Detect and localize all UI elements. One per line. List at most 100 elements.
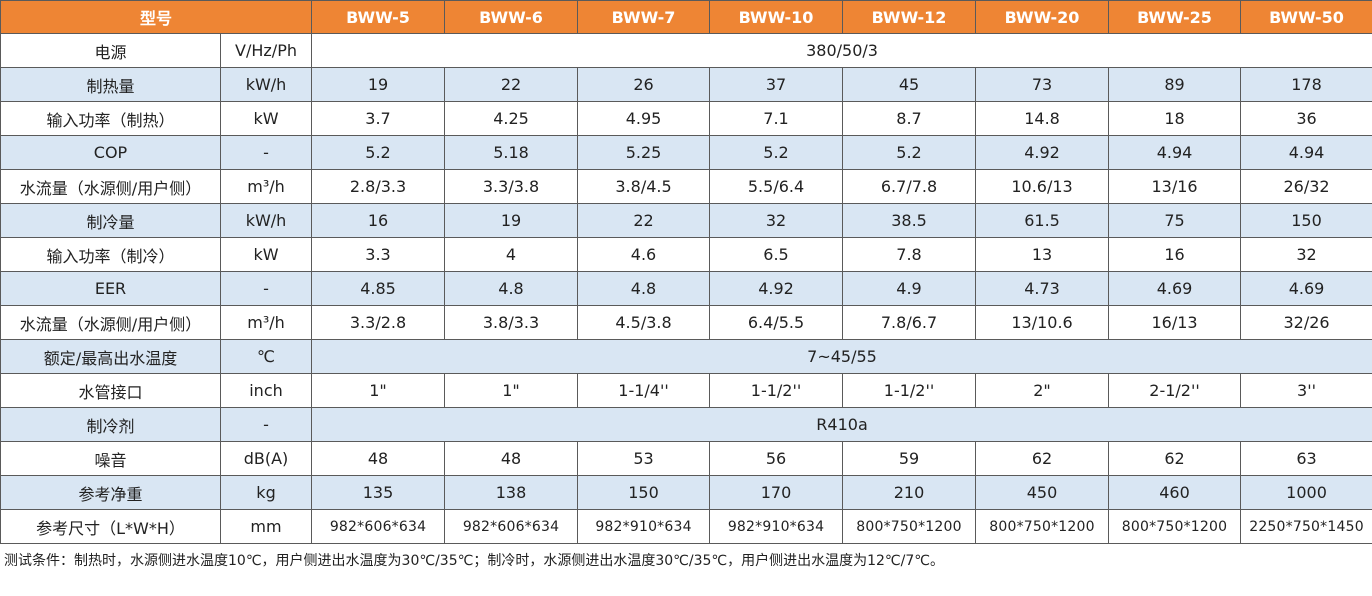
value-cell: 4.6 [577, 237, 711, 272]
row-unit: ℃ [219, 339, 313, 374]
model-header: BWW-7 [577, 0, 711, 34]
value-cell: 53 [577, 441, 711, 476]
value-cell: 2" [975, 373, 1110, 408]
value-cell: 982*606*634 [311, 509, 446, 544]
value-cell: 1-1/2'' [842, 373, 977, 408]
value-cell: 36 [1240, 101, 1372, 136]
value-cell: 4.85 [311, 271, 446, 306]
row-unit: kg [219, 475, 313, 510]
value-cell: 150 [577, 475, 711, 510]
value-cell: 26 [577, 67, 711, 102]
row-unit: kW [219, 101, 313, 136]
value-cell: 37 [709, 67, 844, 102]
value-cell: 4.69 [1108, 271, 1242, 306]
table-row: COP -5.2 5.18 5.25 5.2 5.2 4.92 4.94 4.94 [0, 135, 1372, 170]
value-cell: 3.3/2.8 [311, 305, 446, 340]
value-cell: 4.73 [975, 271, 1110, 306]
row-label: 水管接口 [0, 373, 221, 408]
value-cell: 32/26 [1240, 305, 1372, 340]
value-cell: 10.6/13 [975, 169, 1110, 204]
value-cell: 16 [1108, 237, 1242, 272]
value-cell: 61.5 [975, 203, 1110, 238]
row-unit: - [219, 407, 313, 442]
table-row: 制热量 kW/h 19 22 26 37 45 73 89 178 [0, 67, 1372, 102]
value-cell: 19 [311, 67, 446, 102]
value-cell: 32 [709, 203, 844, 238]
value-cell: 22 [444, 67, 579, 102]
value-cell: 2250*750*1450 [1240, 509, 1372, 544]
value-cell: 5.2 [311, 135, 446, 170]
value-cell: 13/16 [1108, 169, 1242, 204]
value-cell: 4.94 [1108, 135, 1242, 170]
value-cell: 4.95 [577, 101, 711, 136]
value-cell: 178 [1240, 67, 1372, 102]
row-label: 电源 [0, 33, 221, 68]
value-cell: 3.8/3.3 [444, 305, 579, 340]
value-cell: 8.7 [842, 101, 977, 136]
row-unit: m³/h [219, 169, 313, 204]
value-cell: 5.18 [444, 135, 579, 170]
value-cell: 19 [444, 203, 579, 238]
merged-value-cell: 7~45/55 [311, 339, 1372, 374]
value-cell: 800*750*1200 [1108, 509, 1242, 544]
model-header: BWW-6 [444, 0, 579, 34]
value-cell: 4.25 [444, 101, 579, 136]
value-cell: 62 [1108, 441, 1242, 476]
value-cell: 1" [444, 373, 579, 408]
value-cell: 63 [1240, 441, 1372, 476]
model-header: BWW-5 [311, 0, 446, 34]
table-row: 参考尺寸（L*W*H） mm 982*606*634 982*606*634 982*9… [0, 509, 1372, 544]
table-row: 水流量（水源侧/用户侧） m³/h 3.3/2.8 3.8/3.3 4.5/3.8 6.4… [0, 305, 1372, 340]
value-cell: 22 [577, 203, 711, 238]
value-cell: 982*606*634 [444, 509, 579, 544]
value-cell: 7.8/6.7 [842, 305, 977, 340]
value-cell: 89 [1108, 67, 1242, 102]
value-cell: 16 [311, 203, 446, 238]
value-cell: 5.5/6.4 [709, 169, 844, 204]
value-cell: 3.8/4.5 [577, 169, 711, 204]
test-conditions-note: 测试条件：制热时，水源侧进水温度10℃，用户侧进出水温度为30℃/35℃；制冷时… [4, 553, 944, 569]
value-cell: 138 [444, 475, 579, 510]
row-label: 水流量（水源侧/用户侧） [0, 305, 221, 340]
table-row: 水管接口 inch 1" 1" 1-1/4'' 1-1/2'' 1-1/2'' 2" 2-1/2… [0, 373, 1372, 408]
value-cell: 4.9 [842, 271, 977, 306]
value-cell: 16/13 [1108, 305, 1242, 340]
value-cell: 13 [975, 237, 1110, 272]
row-label: EER [0, 271, 221, 306]
value-cell: 1-1/4'' [577, 373, 711, 408]
spec-body: 电源 V/Hz/Ph 380/50/3 制热量 kW/h 19 22 26 37 45 73 89 17… [0, 33, 1372, 544]
value-cell: 150 [1240, 203, 1372, 238]
value-cell: 75 [1108, 203, 1242, 238]
row-unit: V/Hz/Ph [219, 33, 313, 68]
row-label: 制冷量 [0, 203, 221, 238]
value-cell: 5.2 [709, 135, 844, 170]
row-unit: mm [219, 509, 313, 544]
row-label: 制冷剂 [0, 407, 221, 442]
row-unit: inch [219, 373, 313, 408]
value-cell: 4.8 [577, 271, 711, 306]
value-cell: 6.4/5.5 [709, 305, 844, 340]
value-cell: 4 [444, 237, 579, 272]
value-cell: 73 [975, 67, 1110, 102]
value-cell: 2-1/2'' [1108, 373, 1242, 408]
value-cell: 13/10.6 [975, 305, 1110, 340]
row-unit: - [219, 135, 313, 170]
value-cell: 210 [842, 475, 977, 510]
value-cell: 5.2 [842, 135, 977, 170]
model-header: BWW-50 [1240, 0, 1372, 34]
value-cell: 1" [311, 373, 446, 408]
table-row: 电源 V/Hz/Ph 380/50/3 [0, 33, 1372, 68]
value-cell: 3.7 [311, 101, 446, 136]
value-cell: 4.92 [709, 271, 844, 306]
row-unit: dB(A) [219, 441, 313, 476]
row-unit: kW [219, 237, 313, 272]
row-label: 水流量（水源侧/用户侧） [0, 169, 221, 204]
row-label: 参考净重 [0, 475, 221, 510]
value-cell: 14.8 [975, 101, 1110, 136]
model-header: BWW-20 [975, 0, 1110, 34]
row-label: COP [0, 135, 221, 170]
row-unit: kW/h [219, 203, 313, 238]
value-cell: 800*750*1200 [842, 509, 977, 544]
value-cell: 982*910*634 [577, 509, 711, 544]
value-cell: 26/32 [1240, 169, 1372, 204]
